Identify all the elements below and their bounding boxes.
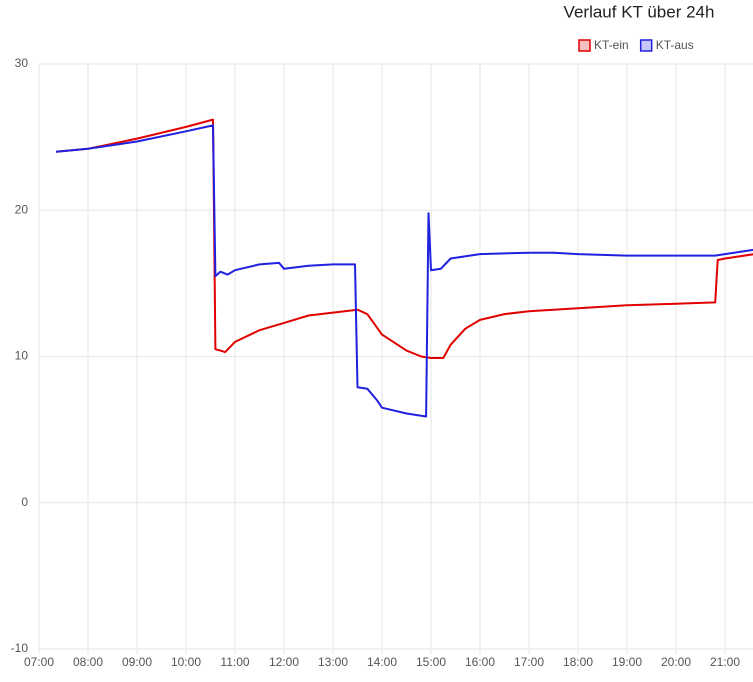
x-tick-label: 07:00 — [24, 655, 54, 669]
y-tick-label: 10 — [15, 349, 29, 363]
x-tick-label: 15:00 — [416, 655, 446, 669]
legend-label: KT-ein — [594, 38, 629, 52]
y-tick-label: -10 — [11, 641, 29, 655]
x-tick-label: 13:00 — [318, 655, 348, 669]
x-tick-label: 19:00 — [612, 655, 642, 669]
y-tick-label: 20 — [15, 202, 29, 216]
x-tick-label: 14:00 — [367, 655, 397, 669]
x-tick-label: 20:00 — [661, 655, 691, 669]
series-line — [56, 118, 753, 359]
legend-swatch — [639, 39, 653, 52]
legend: KT-ein KT-aus — [578, 38, 694, 52]
legend-label: KT-aus — [656, 38, 694, 52]
y-tick-label: 0 — [21, 495, 28, 509]
y-tick-label: 30 — [15, 56, 29, 70]
x-tick-label: 16:00 — [465, 655, 495, 669]
chart-title: Verlauf KT über 24h — [564, 2, 715, 21]
series-line — [56, 124, 753, 418]
x-tick-label: 18:00 — [563, 655, 593, 669]
legend-swatch — [578, 39, 591, 52]
x-tick-label: 17:00 — [514, 655, 544, 669]
x-tick-label: 09:00 — [122, 655, 152, 669]
x-tick-label: 12:00 — [269, 655, 299, 669]
x-tick-label: 10:00 — [171, 655, 201, 669]
x-tick-label: 21:00 — [710, 655, 740, 669]
x-tick-label: 08:00 — [73, 655, 103, 669]
x-tick-label: 11:00 — [220, 655, 249, 669]
